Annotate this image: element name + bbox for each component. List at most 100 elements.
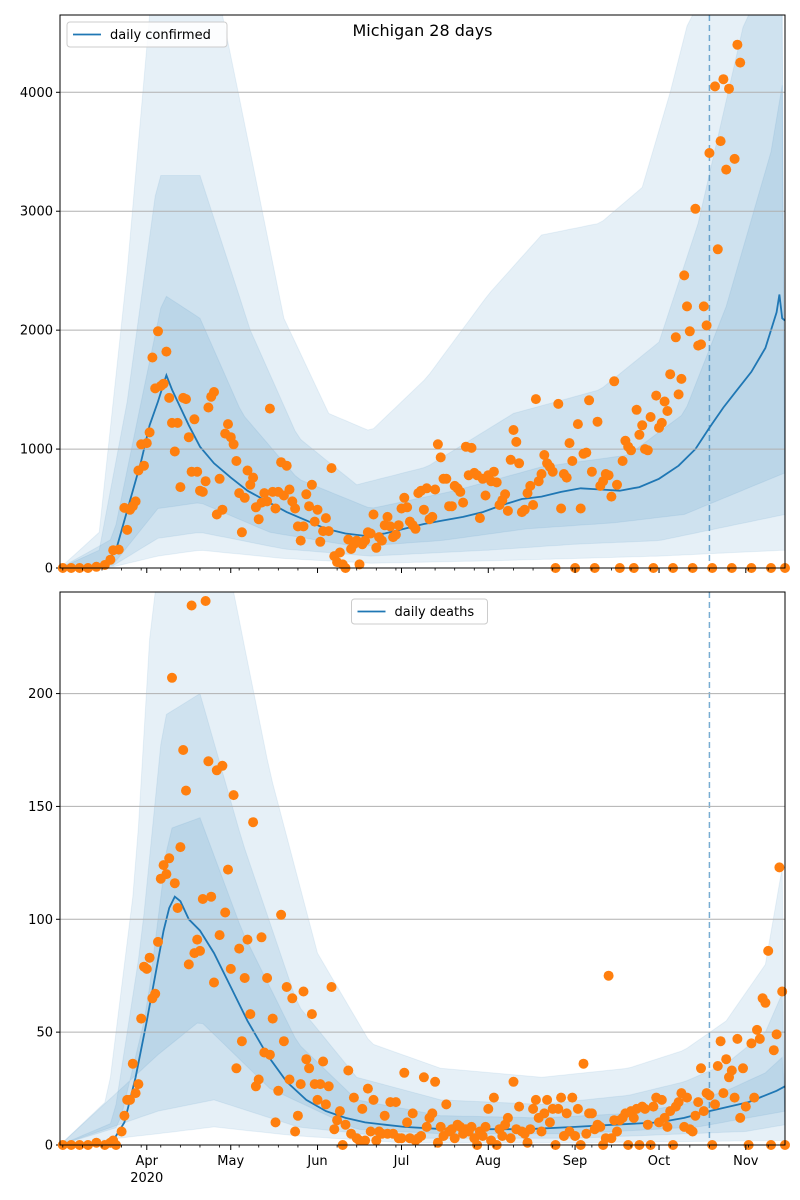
observed-point bbox=[214, 930, 225, 941]
observed-point bbox=[631, 404, 642, 415]
observed-point bbox=[323, 526, 334, 537]
deaths-panel: 0 50 100 150 200 Apr 2020 May Jun Jul Aug Sep Oct Nov… bbox=[28, 591, 790, 1186]
observed-point bbox=[634, 429, 645, 440]
observed-point bbox=[301, 489, 312, 500]
observed-point bbox=[262, 496, 273, 507]
observed-point bbox=[704, 1090, 715, 1101]
observed-point bbox=[295, 535, 306, 546]
observed-point bbox=[584, 395, 595, 406]
observed-point bbox=[197, 894, 208, 904]
observed-point bbox=[147, 352, 158, 363]
observed-point bbox=[284, 1074, 295, 1085]
observed-point bbox=[508, 425, 519, 435]
observed-point bbox=[749, 1092, 760, 1103]
observed-point bbox=[505, 1133, 516, 1144]
x-tick-label: Apr bbox=[136, 1154, 159, 1169]
observed-point bbox=[430, 484, 441, 495]
observed-point bbox=[763, 945, 774, 956]
observed-point bbox=[130, 1088, 141, 1099]
observed-point bbox=[441, 1099, 452, 1110]
observed-point bbox=[396, 1133, 407, 1144]
observed-point bbox=[514, 458, 525, 469]
y-tick-label: 0 bbox=[45, 1139, 53, 1154]
observed-point bbox=[348, 1092, 359, 1103]
observed-point bbox=[276, 909, 287, 920]
observed-point bbox=[449, 1133, 460, 1144]
observed-point bbox=[539, 1108, 550, 1119]
x-tick-label: Aug bbox=[476, 1154, 501, 1169]
observed-point bbox=[136, 1013, 147, 1024]
observed-point bbox=[530, 1094, 541, 1105]
observed-point bbox=[223, 419, 233, 430]
observed-point bbox=[206, 891, 217, 902]
observed-point bbox=[648, 1101, 659, 1112]
observed-point bbox=[628, 1112, 639, 1123]
observed-point bbox=[309, 516, 320, 527]
observed-point bbox=[253, 514, 264, 525]
observed-point bbox=[312, 1094, 323, 1105]
observed-point bbox=[306, 479, 317, 490]
observed-point bbox=[141, 438, 152, 449]
observed-point bbox=[477, 1131, 488, 1141]
observed-point bbox=[446, 501, 457, 512]
observed-point bbox=[228, 790, 239, 801]
observed-point bbox=[91, 1137, 102, 1148]
chart-title: Michigan 28 days bbox=[352, 21, 492, 40]
observed-point bbox=[189, 414, 200, 425]
observed-point bbox=[483, 1103, 494, 1114]
observed-point bbox=[390, 1097, 401, 1108]
observed-point bbox=[315, 536, 326, 547]
observed-point bbox=[183, 432, 194, 443]
axes-frame bbox=[59, 14, 786, 569]
observed-point bbox=[771, 1029, 782, 1040]
observed-point bbox=[662, 1121, 673, 1132]
observed-point bbox=[295, 1079, 306, 1090]
observed-point bbox=[746, 1038, 757, 1049]
observed-point bbox=[738, 1063, 748, 1074]
observed-point bbox=[270, 503, 281, 514]
observed-point bbox=[320, 513, 331, 524]
observed-point bbox=[334, 547, 345, 558]
observed-point bbox=[525, 1124, 536, 1135]
observed-point bbox=[172, 417, 183, 428]
observed-point bbox=[150, 988, 161, 999]
observed-point bbox=[659, 396, 670, 407]
observed-point bbox=[418, 1072, 429, 1083]
observed-point bbox=[105, 554, 116, 565]
observed-point bbox=[567, 1092, 578, 1103]
observed-point bbox=[572, 419, 583, 430]
observed-point bbox=[519, 504, 530, 515]
observed-point bbox=[236, 527, 247, 538]
observed-point bbox=[500, 489, 511, 500]
observed-point bbox=[223, 864, 233, 875]
observed-point bbox=[656, 1094, 667, 1105]
observed-point bbox=[399, 1067, 410, 1078]
observed-point bbox=[640, 1103, 650, 1114]
observed-point bbox=[231, 1063, 242, 1074]
observed-point bbox=[402, 502, 413, 513]
observed-point bbox=[553, 398, 564, 409]
observed-point bbox=[670, 332, 681, 343]
observed-point bbox=[732, 1033, 743, 1044]
observed-point bbox=[553, 1103, 564, 1114]
observed-point bbox=[430, 1076, 441, 1087]
observed-point bbox=[298, 521, 309, 532]
observed-point bbox=[144, 952, 155, 963]
observed-point bbox=[662, 406, 673, 416]
legend-label: daily deaths bbox=[395, 605, 475, 620]
observed-point bbox=[416, 1131, 427, 1141]
observed-point bbox=[209, 387, 219, 397]
observed-point bbox=[234, 943, 245, 954]
observed-point bbox=[704, 148, 715, 158]
observed-point bbox=[203, 756, 214, 767]
observed-point bbox=[360, 535, 371, 546]
observed-point bbox=[455, 486, 466, 497]
observed-point bbox=[326, 463, 337, 474]
observed-point bbox=[774, 862, 785, 873]
observed-point bbox=[242, 934, 253, 945]
observed-point bbox=[273, 1085, 284, 1096]
observed-point bbox=[181, 394, 191, 405]
observed-point bbox=[480, 490, 491, 501]
observed-point bbox=[556, 503, 567, 514]
